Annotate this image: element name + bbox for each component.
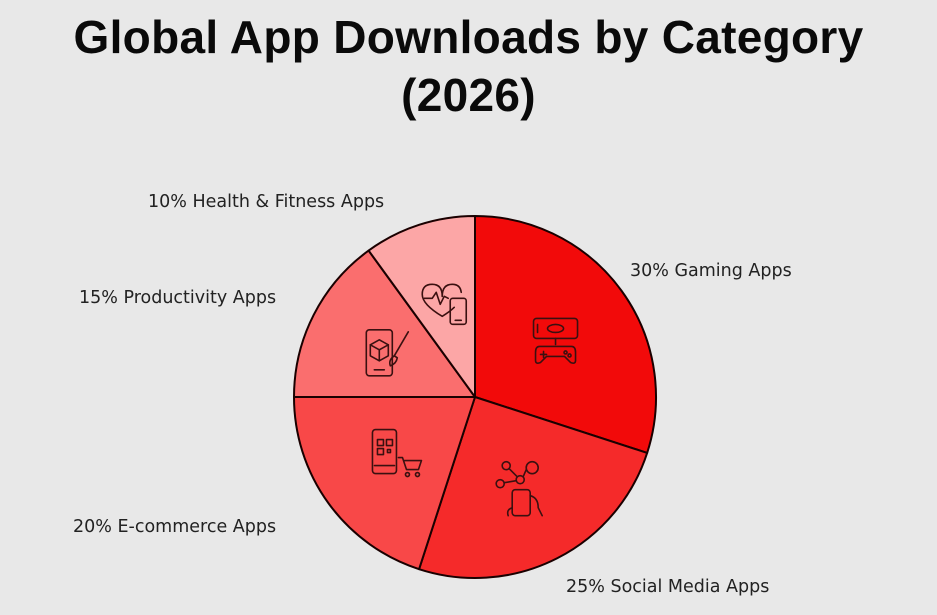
slice-label-health-fitness-apps: 10% Health & Fitness Apps bbox=[148, 192, 384, 212]
chart-title: Global App Downloads by Category (2026) bbox=[0, 8, 937, 124]
chart-title-line-2: (2026) bbox=[401, 69, 536, 121]
phone-cube-brush-icon bbox=[365, 329, 410, 377]
gamepad-phone-icon bbox=[532, 317, 579, 364]
slice-label-productivity-apps: 15% Productivity Apps bbox=[79, 288, 276, 308]
chart-title-line-1: Global App Downloads by Category bbox=[73, 11, 864, 63]
slice-label-e-commerce-apps: 20% E-commerce Apps bbox=[73, 517, 276, 537]
heart-pulse-phone-icon bbox=[421, 283, 468, 326]
slice-label-gaming-apps: 30% Gaming Apps bbox=[630, 261, 792, 281]
slice-icons bbox=[365, 283, 579, 517]
pie-slice-e-commerce-apps bbox=[293, 396, 476, 571]
slice-labels: 30% Gaming Apps 25% Social Media Apps 20% … bbox=[73, 192, 792, 597]
pie-slice-gaming-apps bbox=[474, 215, 657, 454]
pie-slice-social-media-apps bbox=[418, 396, 649, 579]
qr-phone-cart-icon bbox=[371, 428, 423, 478]
pie-slice-productivity-apps bbox=[293, 249, 476, 398]
slice-label-social-media-apps: 25% Social Media Apps bbox=[566, 577, 769, 597]
social-network-hand-icon bbox=[495, 460, 543, 517]
pie-slice-health-fitness-apps bbox=[367, 215, 476, 398]
pie-slices bbox=[293, 215, 657, 579]
